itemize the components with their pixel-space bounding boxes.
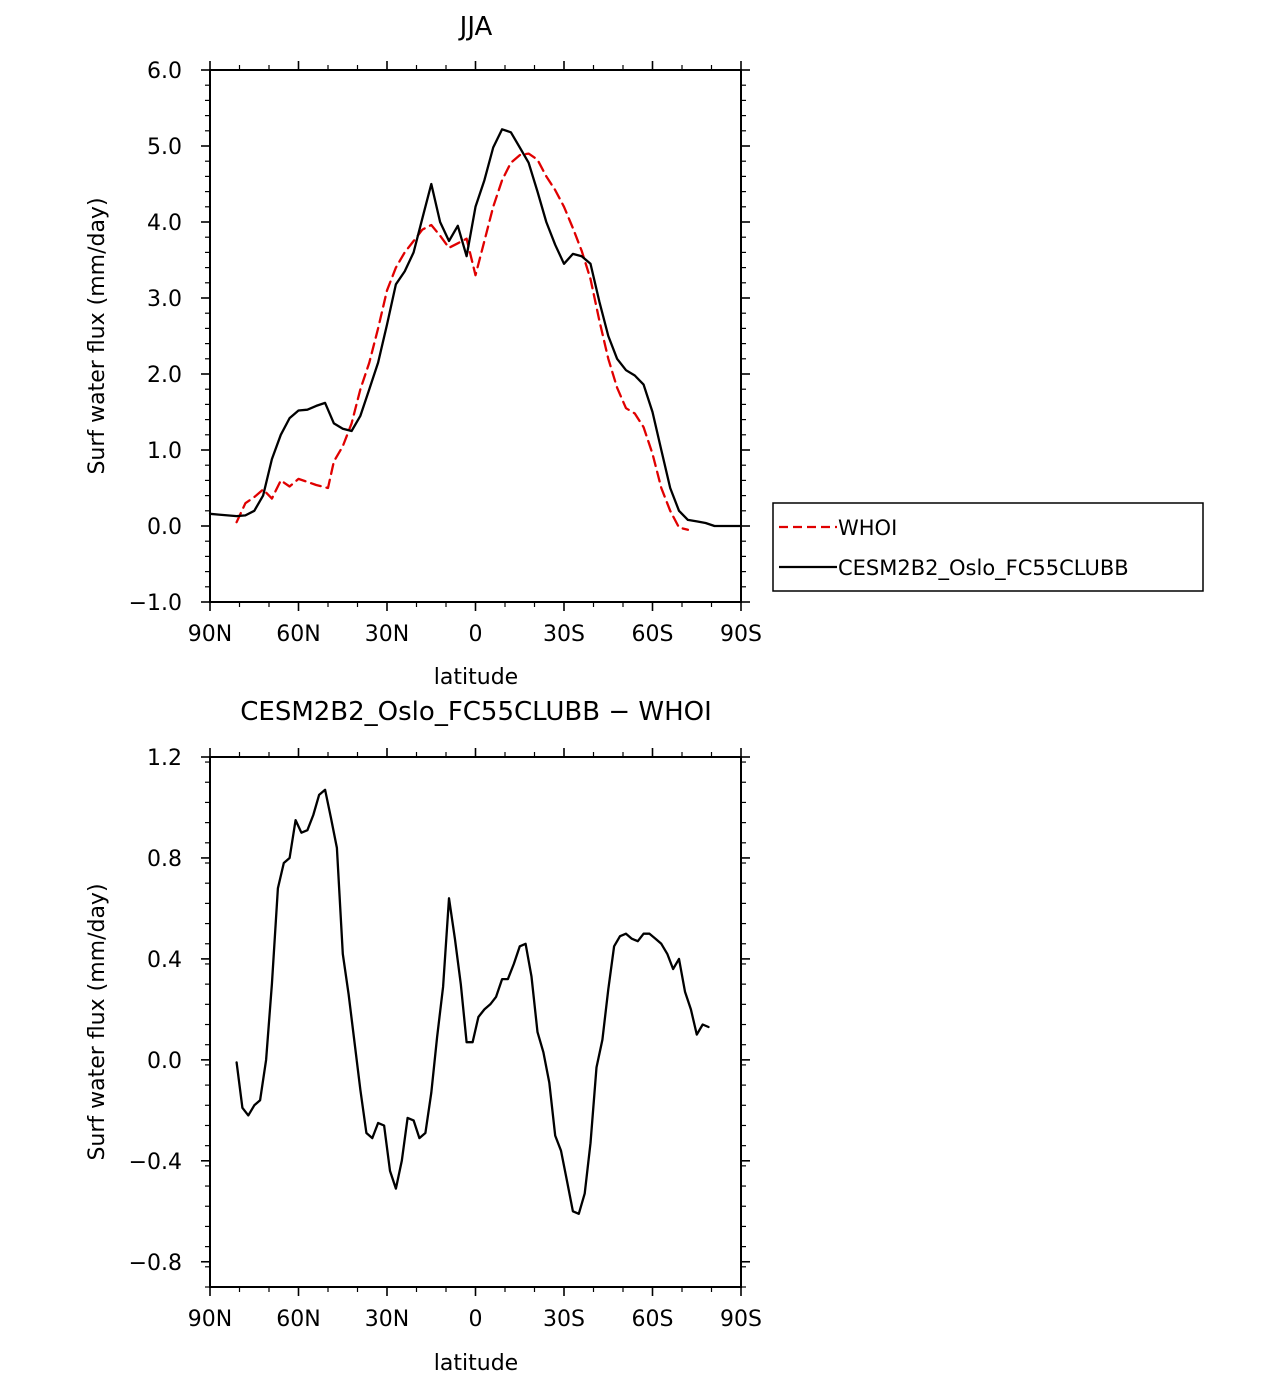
top-x-tick-label: 30S: [543, 622, 585, 647]
bottom-chart-title: CESM2B2_Oslo_FC55CLUBB − WHOI: [240, 697, 712, 727]
top-y-tick-label: 3.0: [147, 287, 182, 312]
bottom-x-tick-label: 30S: [543, 1307, 585, 1332]
bottom-y-tick-label: 0.4: [147, 948, 182, 973]
top-x-tick-label: 90N: [188, 622, 232, 647]
top-x-tick-label: 90S: [720, 622, 762, 647]
top-y-tick-label: 2.0: [147, 363, 182, 388]
top-x-tick-label: 60N: [276, 622, 320, 647]
legend-label-cesm: CESM2B2_Oslo_FC55CLUBB: [838, 556, 1129, 581]
top-x-tick-label: 0: [469, 622, 483, 647]
bottom-x-tick-label: 90S: [720, 1307, 762, 1332]
bottom-y-tick-label: 1.2: [147, 746, 182, 771]
bottom-x-tick-label: 60S: [632, 1307, 674, 1332]
top-chart-ylabel: Surf water flux (mm/day): [85, 197, 110, 474]
top-chart-xlabel: latitude: [434, 665, 518, 690]
bottom-x-tick-label: 60N: [276, 1307, 320, 1332]
bottom-x-tick-label: 30N: [365, 1307, 409, 1332]
legend-label-whoi: WHOI: [838, 516, 897, 540]
top-chart-ticks: 90N 60N 30N 0 30S 60S 90S −1.0 0.0 1.0 2.0 3.0 4.0 5.…: [129, 59, 762, 647]
top-x-tick-label: 30N: [365, 622, 409, 647]
top-y-tick-label: 1.0: [147, 439, 182, 464]
top-y-tick-label: −1.0: [129, 591, 182, 616]
bottom-chart-xlabel: latitude: [434, 1351, 518, 1376]
bottom-y-tick-label: −0.8: [129, 1251, 182, 1276]
bottom-chart-frame: [209, 756, 742, 1288]
top-chart-frame: [209, 69, 742, 603]
top-y-tick-label: 6.0: [147, 59, 182, 84]
bottom-x-tick-label: 0: [469, 1307, 483, 1332]
bottom-chart-series: [235, 788, 710, 1215]
legend-box: [772, 502, 1204, 592]
top-chart: JJA 90N 60N 30N 0 30S 60S 90S −1.0 0.0 1.0 2.0 3.0 4…: [85, 12, 762, 690]
bottom-series-line-0: [235, 788, 710, 1215]
bottom-y-tick-label: 0.8: [147, 847, 182, 872]
top-y-tick-label: 4.0: [147, 211, 182, 236]
top-chart-title: JJA: [458, 12, 493, 42]
bottom-y-tick-label: 0.0: [147, 1049, 182, 1074]
top-series-line-cesm2b2-oslo-fc55clubb: [208, 128, 743, 528]
bottom-y-tick-label: −0.4: [129, 1150, 182, 1175]
bottom-chart: CESM2B2_Oslo_FC55CLUBB − WHOI 90N 60N 30N 0…: [85, 697, 762, 1376]
top-y-tick-label: 5.0: [147, 135, 182, 160]
bottom-x-tick-label: 90N: [188, 1307, 232, 1332]
top-series-line-whoi: [235, 152, 690, 531]
top-x-tick-label: 60S: [632, 622, 674, 647]
bottom-chart-ylabel: Surf water flux (mm/day): [85, 883, 110, 1160]
top-chart-series: [208, 128, 743, 531]
bottom-chart-ticks: 90N 60N 30N 0 30S 60S 90S −0.8 −0.4 0.0 0.4 0.8 1.2: [129, 746, 762, 1332]
legend: WHOI CESM2B2_Oslo_FC55CLUBB: [772, 502, 1204, 592]
top-y-tick-label: 0.0: [147, 515, 182, 540]
